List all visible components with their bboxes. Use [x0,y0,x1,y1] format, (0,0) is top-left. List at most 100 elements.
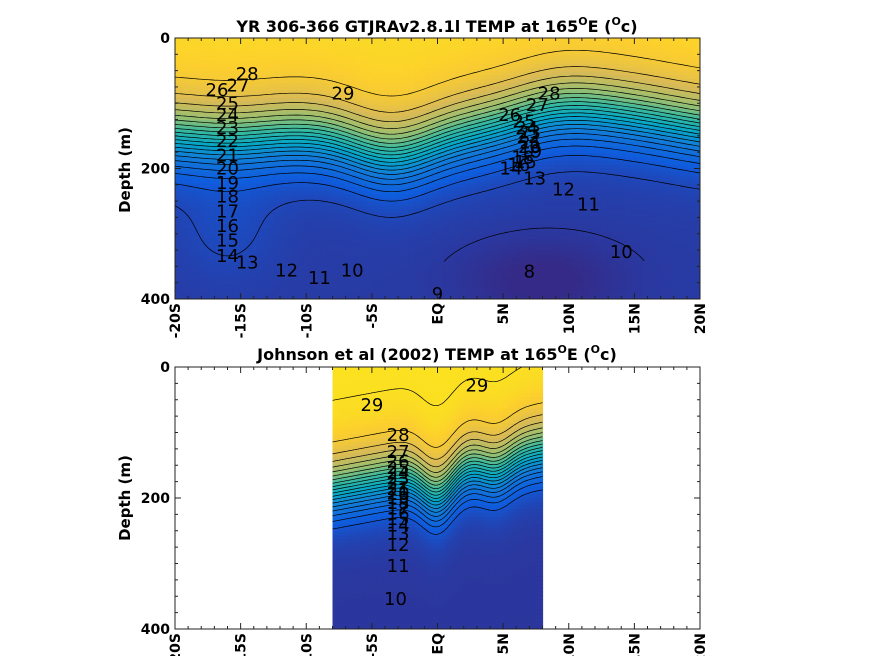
field-cell [262,265,269,270]
field-cell [297,265,304,270]
field-cell [495,276,503,281]
field-cell [256,105,264,110]
field-cell [274,120,281,125]
field-cell [571,138,579,143]
field-cell [501,172,509,177]
field-cell [431,205,439,211]
field-cell [338,153,345,158]
field-cell [204,228,211,233]
field-cell [431,265,439,270]
field-cell [408,280,415,285]
field-cell [472,64,479,69]
field-cell [437,90,444,95]
field-cell [227,220,234,226]
field-cell [460,235,468,240]
field-cell [192,71,199,76]
field-cell [472,105,479,110]
field-cell [198,239,205,244]
field-cell [583,198,590,203]
field-cell [565,90,573,95]
field-cell [536,250,544,255]
field-cell [204,269,211,274]
field-cell [425,183,433,188]
field-cell [490,134,497,140]
field-cell [385,134,392,140]
field-cell [571,291,579,296]
field-cell [233,64,240,69]
field-cell [565,138,573,143]
field-cell [484,194,491,199]
field-cell [303,127,310,132]
field-cell [466,179,474,185]
field-cell [215,56,223,61]
field-cell [472,38,479,43]
field-cell [542,168,549,173]
field-cell [379,213,386,218]
field-cell [186,41,194,47]
field-cell [344,38,351,43]
field-cell [326,239,334,244]
field-cell [536,123,544,129]
field-cell [192,272,199,278]
field-cell [227,205,234,211]
field-cell [525,153,532,158]
field-cell [309,123,316,129]
field-cell [227,67,234,73]
field-cell [484,71,491,76]
field-cell [180,187,188,192]
field-cell [385,149,392,155]
field-cell [425,93,433,99]
field-cell [233,90,240,95]
field-cell [338,276,345,281]
field-cell [513,71,520,76]
field-cell [291,194,299,199]
field-cell [425,86,433,91]
field-cell [210,41,217,47]
field-cell [320,67,328,73]
field-cell [431,198,439,203]
field-cell [180,45,188,50]
field-cell [396,97,404,102]
field-cell [280,284,287,289]
field-cell [180,175,188,181]
field-cell [204,246,211,252]
field-cell [577,157,584,162]
field-cell [414,179,421,185]
field-cell [280,183,287,188]
field-cell [507,194,514,199]
field-cell [495,108,503,114]
field-cell [548,142,555,147]
field-cell [338,291,345,296]
field-cell [449,183,456,188]
field-cell [536,228,544,233]
field-cell [577,220,584,226]
field-cell [501,52,509,58]
field-cell [525,49,532,54]
field-cell [542,86,549,91]
field-cell [519,213,526,218]
field-cell [291,38,299,43]
field-cell [560,239,567,244]
field-cell [402,52,409,58]
field-cell [250,41,258,47]
field-cell [548,246,555,252]
field-cell [437,224,444,229]
field-cell [396,116,404,121]
field-cell [361,291,369,296]
field-cell [501,187,509,192]
field-cell [338,250,345,255]
field-cell [484,246,491,252]
field-cell [472,202,479,207]
field-cell [175,149,182,155]
field-cell [210,101,217,106]
field-cell [443,101,450,106]
field-cell [472,276,479,281]
field-cell [274,38,281,43]
field-cell [414,246,421,252]
field-cell [274,41,281,47]
field-cell [472,112,479,117]
field-cell [175,231,182,237]
field-cell [361,187,369,192]
field-cell [210,246,217,252]
field-cell [425,239,433,244]
